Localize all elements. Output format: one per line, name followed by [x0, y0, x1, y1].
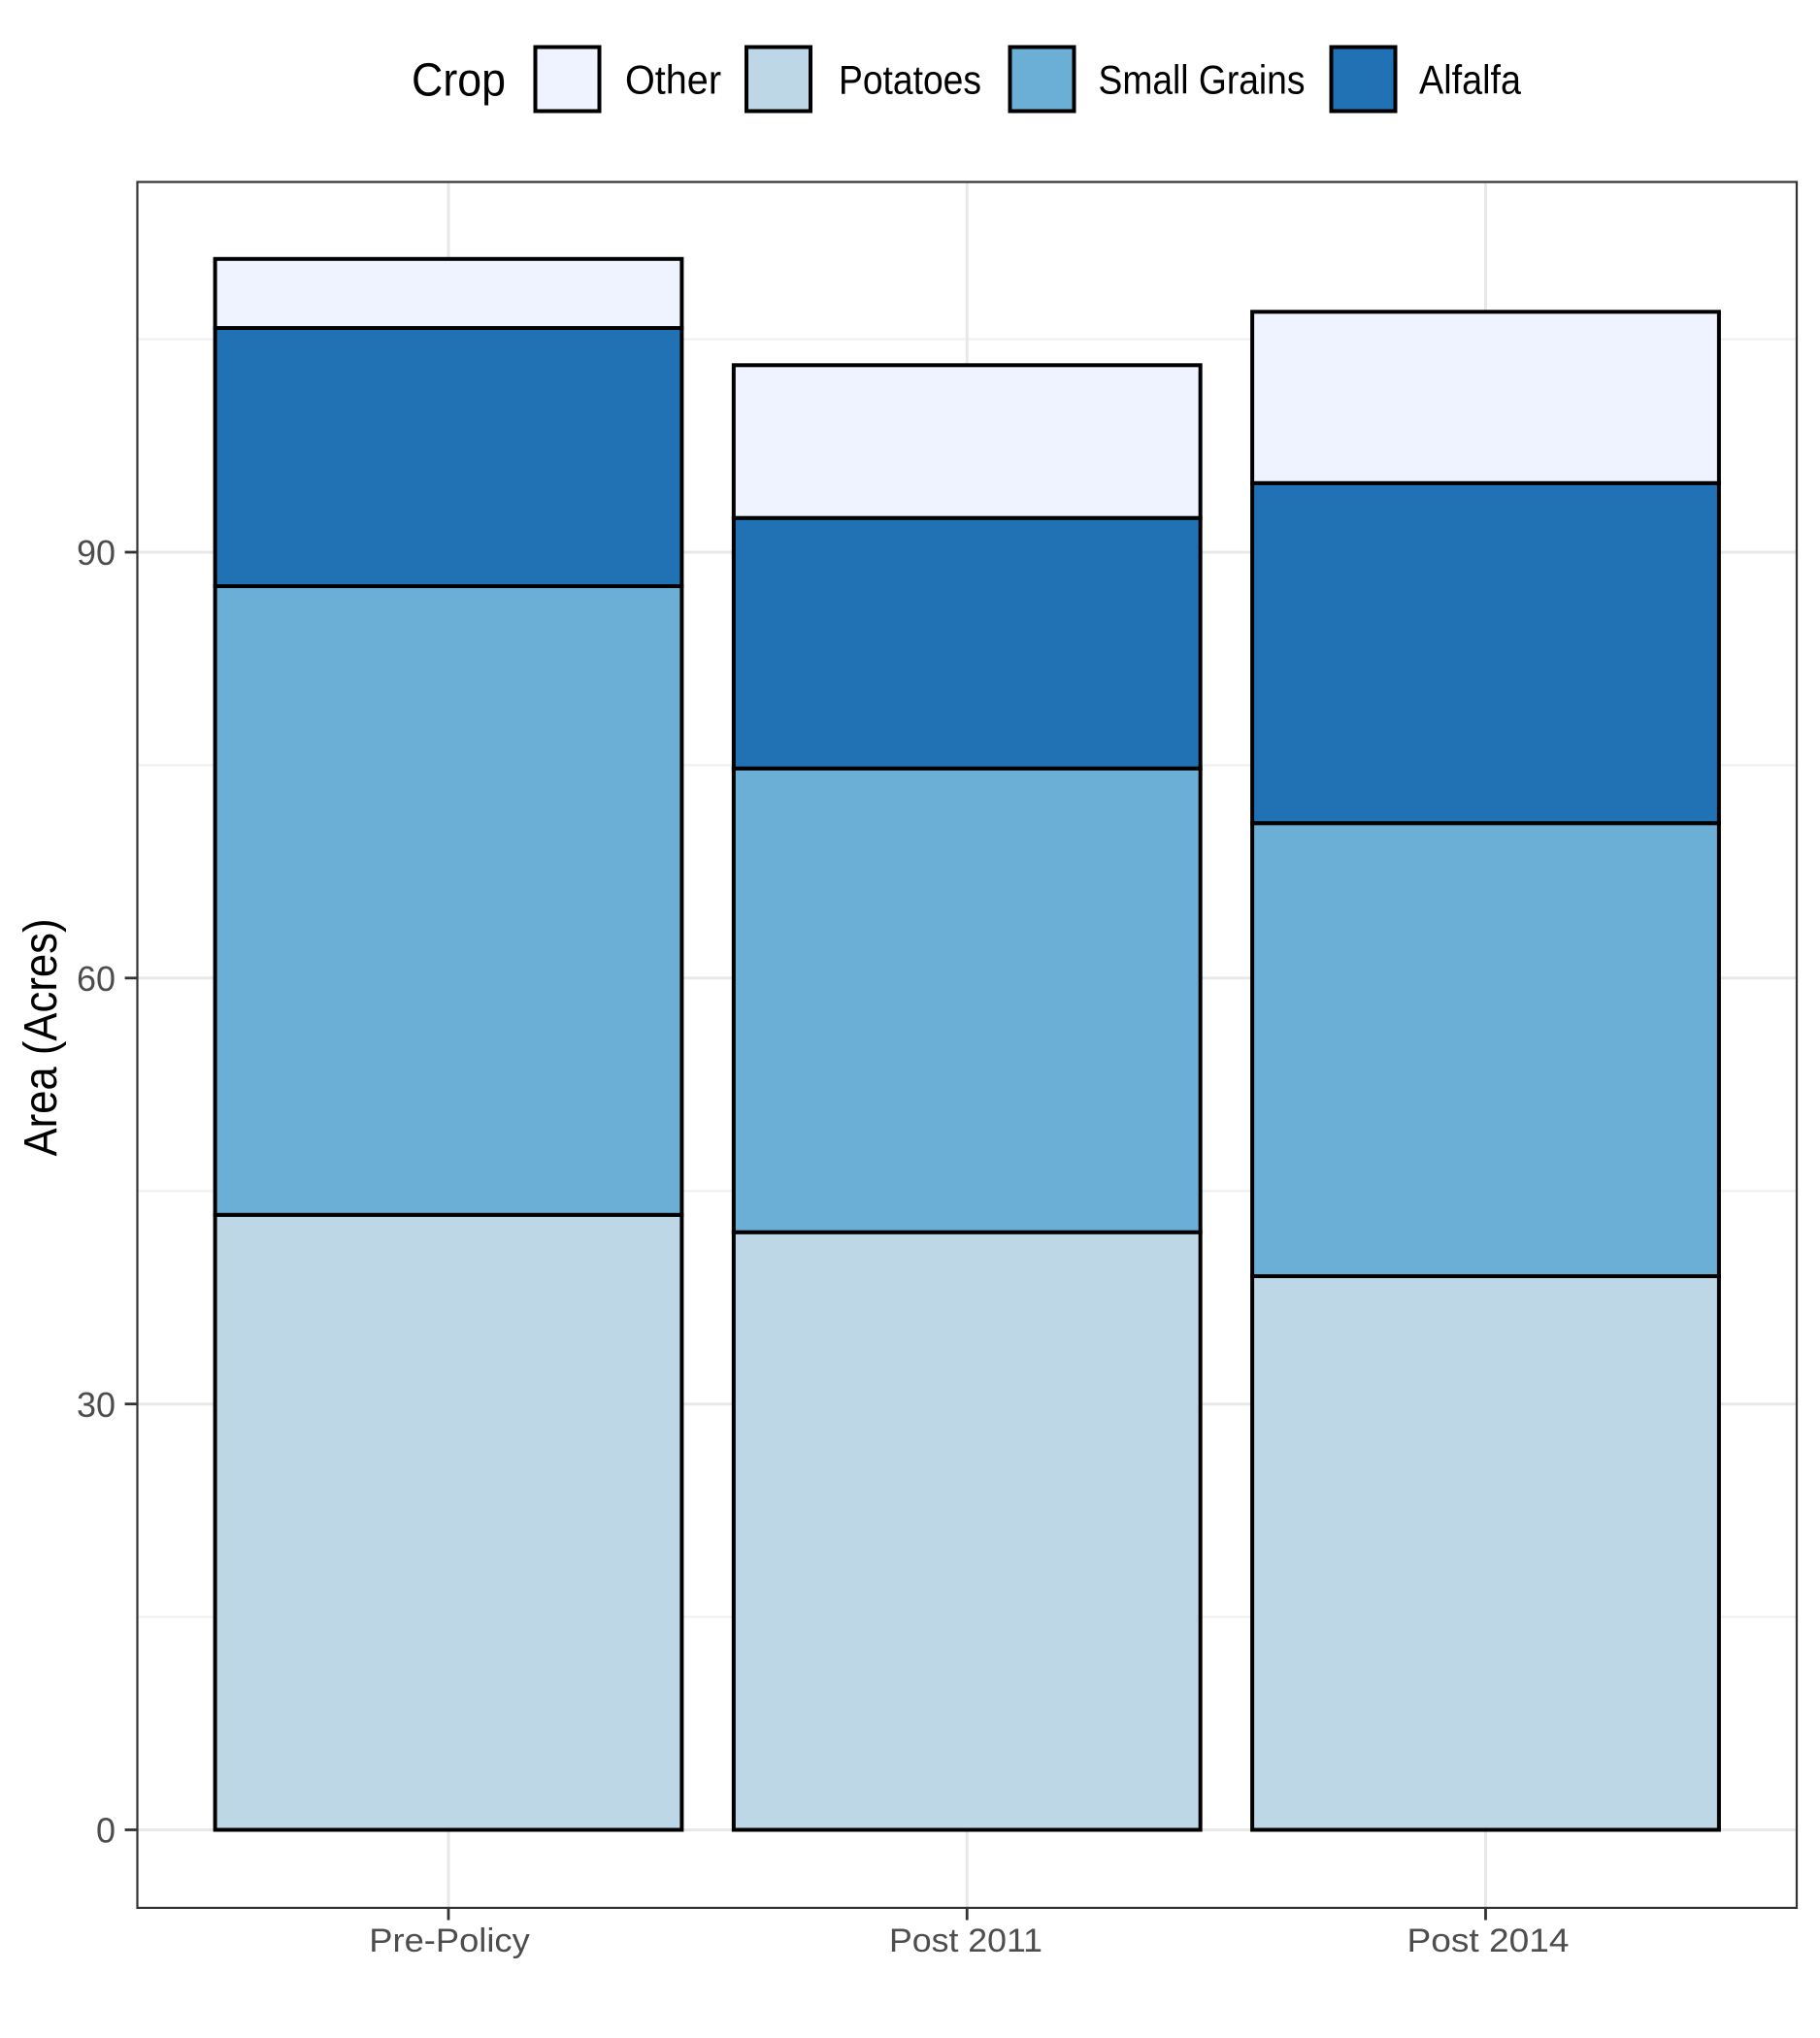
svg-text:Crop: Crop: [412, 55, 506, 107]
svg-text:Alfalfa: Alfalfa: [1419, 56, 1522, 102]
svg-text:Post 2011: Post 2011: [889, 1923, 1042, 1959]
svg-text:0: 0: [96, 1811, 116, 1851]
svg-text:Post 2014: Post 2014: [1407, 1923, 1570, 1959]
svg-text:30: 30: [77, 1385, 116, 1425]
svg-text:Area (Acres): Area (Acres): [16, 919, 67, 1157]
svg-text:Pre-Policy: Pre-Policy: [369, 1923, 530, 1959]
svg-text:90: 90: [77, 533, 116, 573]
svg-text:Other: Other: [625, 56, 721, 102]
svg-text:Small Grains: Small Grains: [1099, 56, 1306, 102]
svg-text:Potatoes: Potatoes: [839, 56, 981, 102]
svg-text:60: 60: [77, 959, 116, 999]
